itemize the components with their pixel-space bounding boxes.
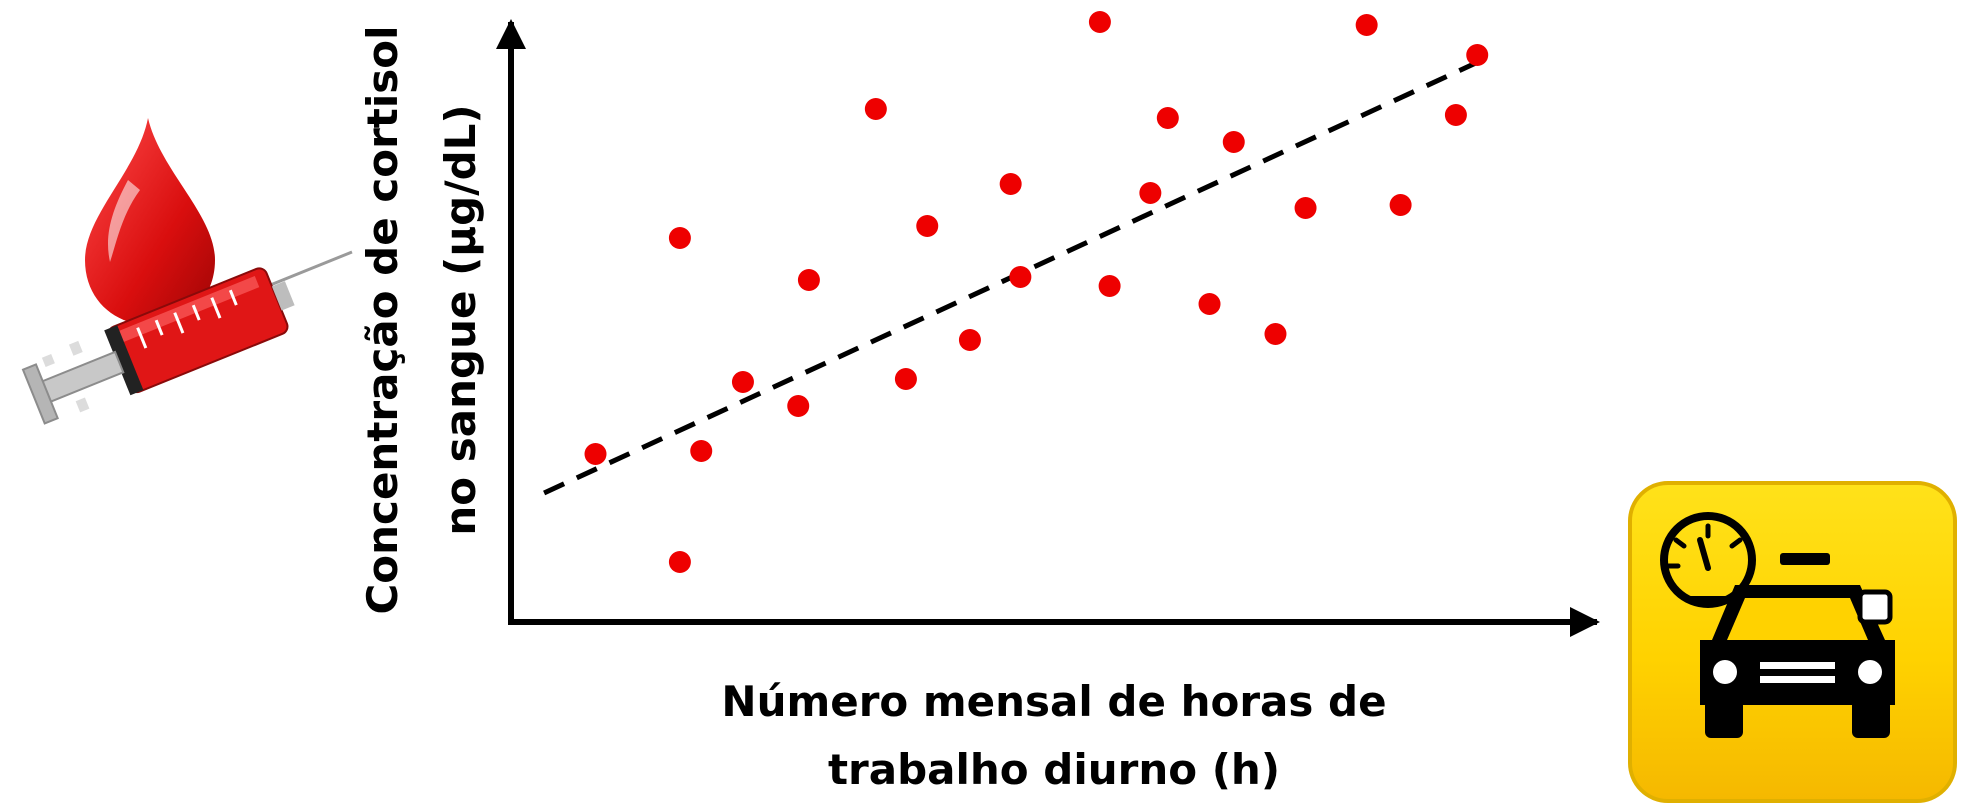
data-point-23 — [1389, 194, 1412, 216]
data-point-2 — [668, 551, 691, 573]
data-point-12 — [999, 173, 1022, 195]
taxi-speedometer-icon — [1628, 481, 1957, 803]
data-point-8 — [864, 98, 887, 120]
syringe-needle — [257, 250, 353, 292]
data-point-22 — [1355, 14, 1378, 36]
taxi-roof-light — [1780, 553, 1830, 565]
data-point-9 — [894, 368, 917, 390]
data-point-3 — [668, 227, 691, 249]
data-point-17 — [1156, 107, 1179, 129]
data-point-25 — [1466, 44, 1489, 66]
data-point-21 — [1294, 197, 1317, 219]
y-axis-label-line2: no sangue (µg/dL) — [436, 104, 485, 535]
data-point-15 — [1098, 275, 1121, 297]
speedometer-needle — [1697, 537, 1711, 571]
data-point-16 — [1139, 182, 1162, 204]
data-point-14 — [1088, 11, 1111, 33]
data-point-20 — [1264, 323, 1287, 345]
blood-drop-shape — [85, 118, 215, 325]
blood-drop-highlight — [108, 180, 140, 262]
taxi-wheel-right — [1852, 700, 1890, 738]
syringe-stopper — [104, 325, 144, 396]
data-point-13 — [1009, 266, 1032, 288]
data-point-1 — [584, 443, 607, 465]
blood-drop-syringe-icon — [21, 118, 353, 425]
y-axis-label-line1: Concentração de cortisol — [358, 25, 407, 614]
data-point-7 — [787, 395, 810, 417]
taxi-wheel-left — [1705, 700, 1743, 738]
data-point-6 — [797, 269, 820, 291]
x-axis-label-line2: trabalho diurno (h) — [828, 745, 1280, 794]
data-point-18 — [1198, 293, 1221, 315]
x-axis-label-line1: Número mensal de horas de — [721, 677, 1386, 726]
data-points — [584, 11, 1489, 573]
data-point-10 — [916, 215, 939, 237]
data-point-11 — [958, 329, 981, 351]
data-point-24 — [1444, 104, 1467, 126]
data-point-5 — [731, 371, 754, 393]
data-point-19 — [1222, 131, 1245, 153]
data-point-4 — [690, 440, 713, 462]
